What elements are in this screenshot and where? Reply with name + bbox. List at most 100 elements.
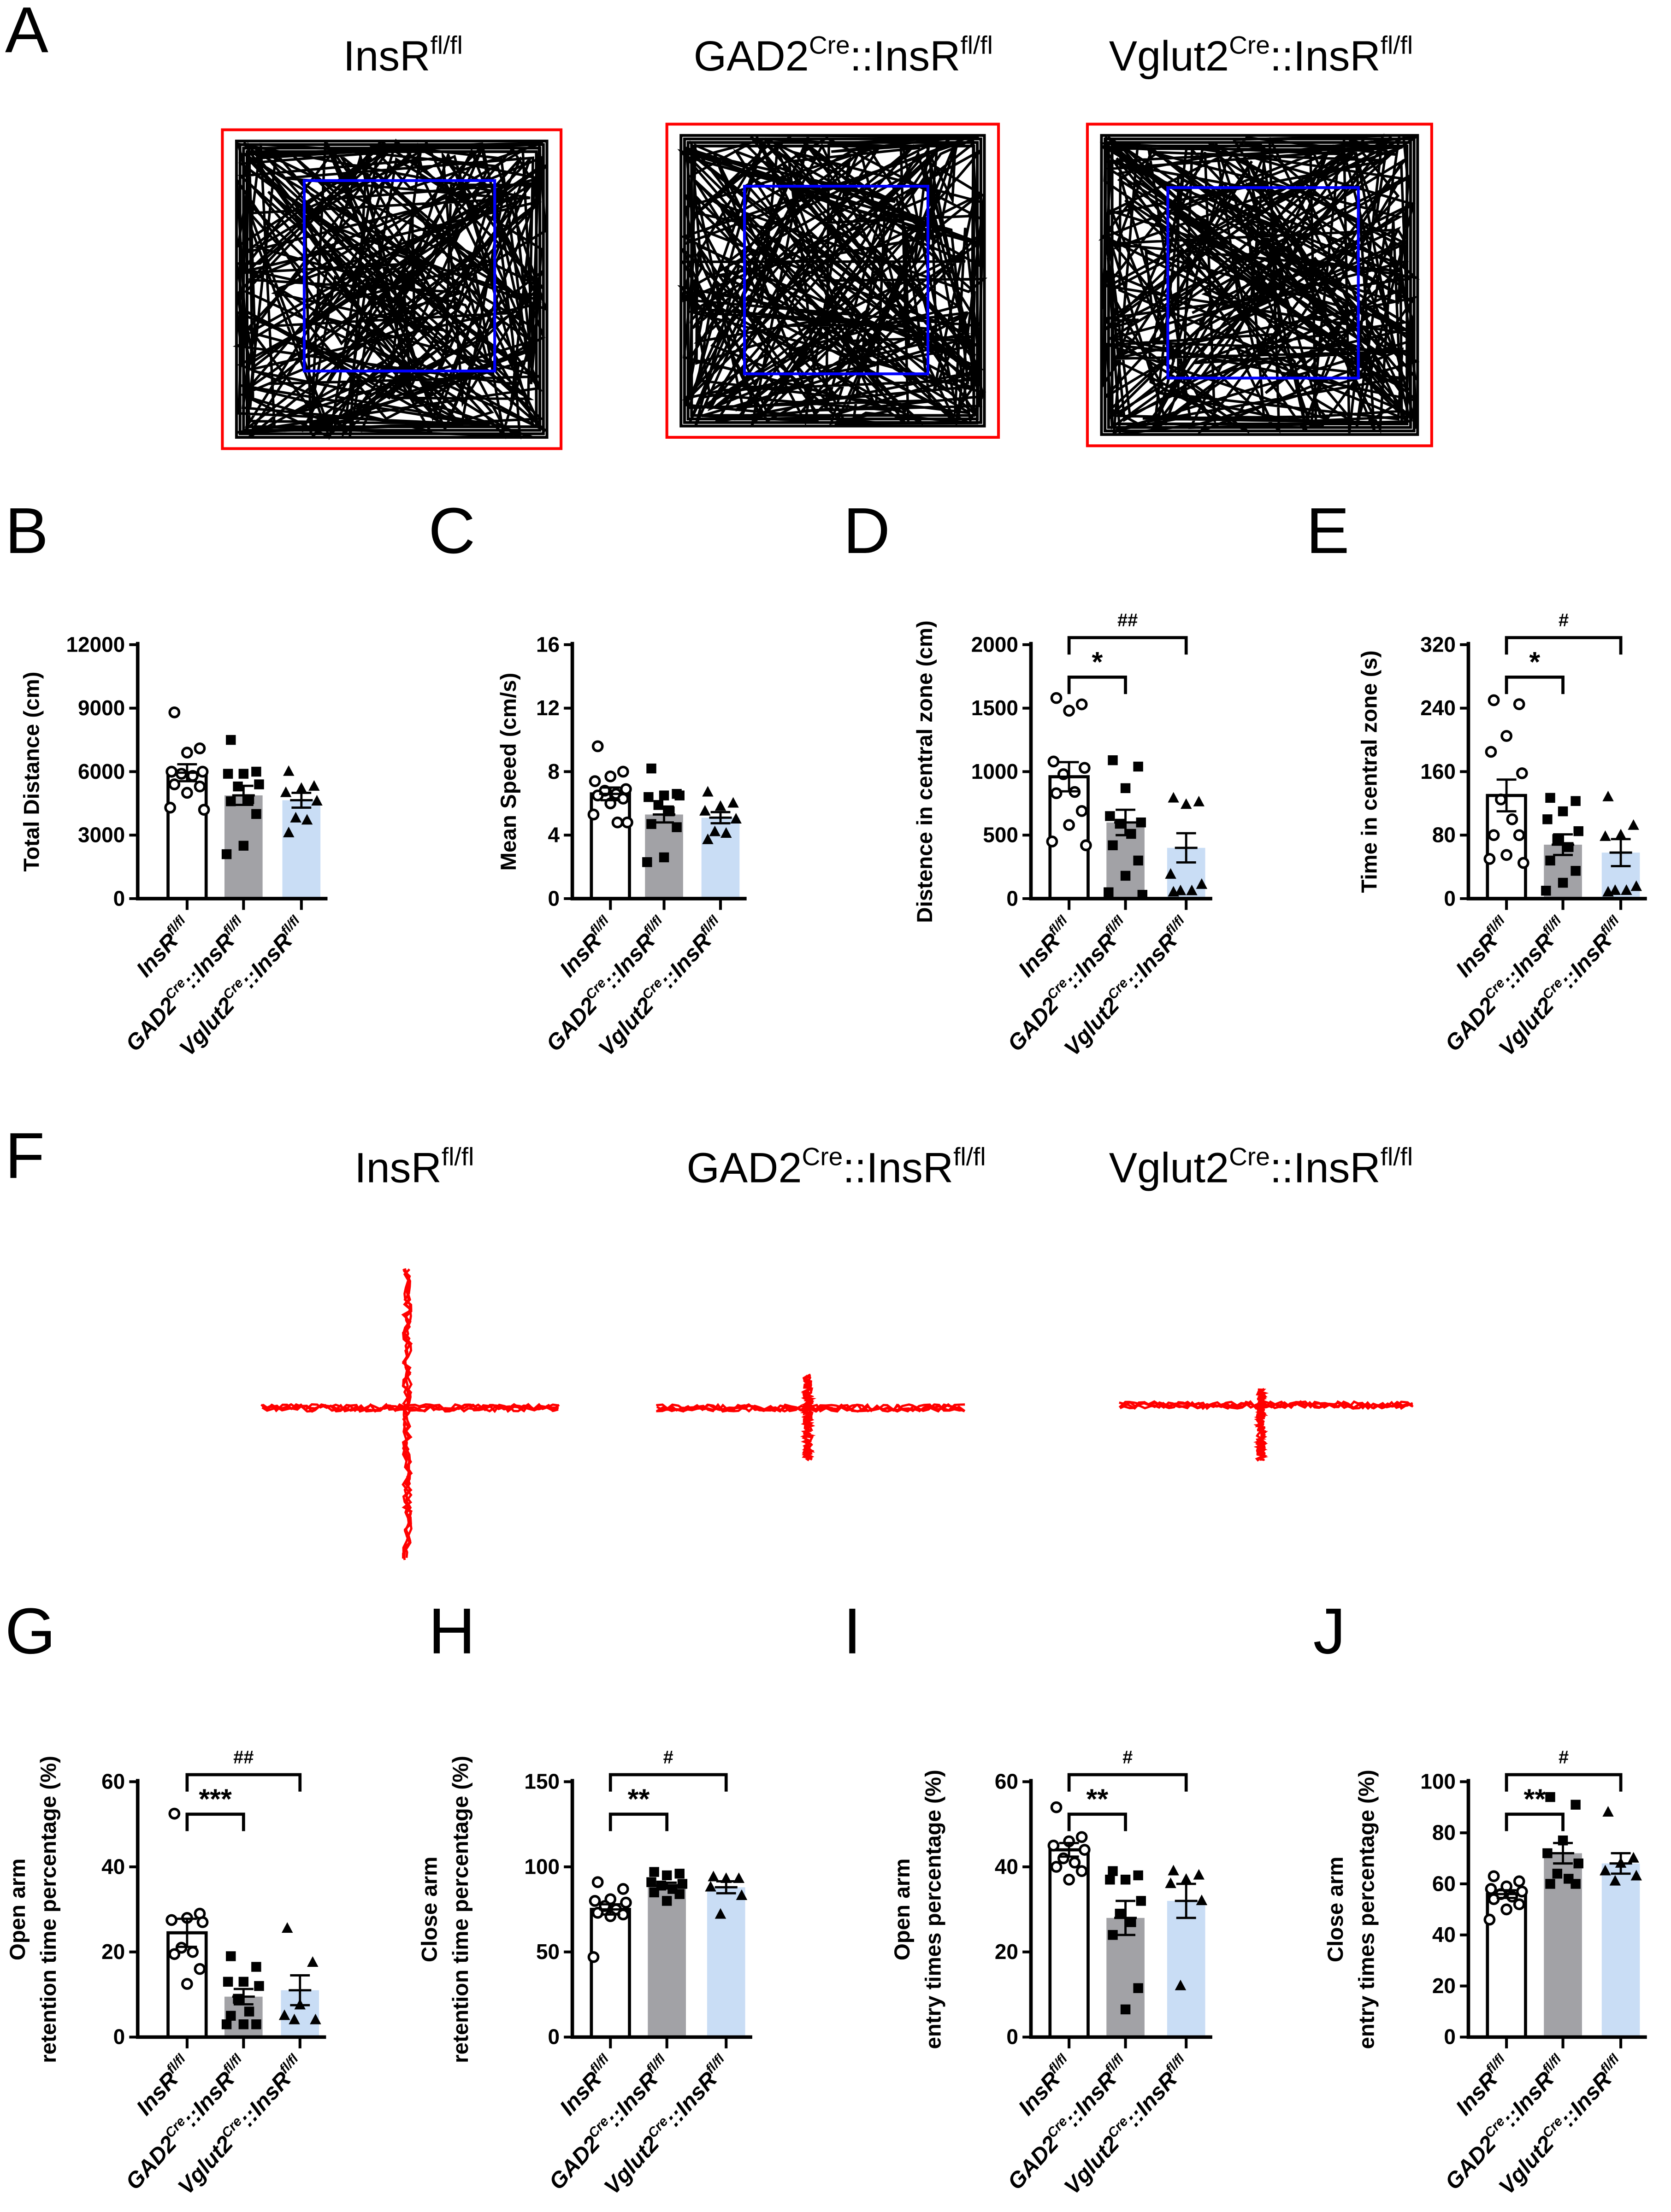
maze-title: Vglut2Cre::InsRfl/fl <box>1109 1142 1413 1192</box>
y-axis-label: retention time percentage (%) <box>449 1756 473 2063</box>
error-bar <box>709 811 732 824</box>
data-point <box>1571 866 1581 876</box>
data-point <box>659 790 669 800</box>
error-bar <box>599 786 622 801</box>
label-part: ::InsR <box>661 2067 722 2131</box>
data-point <box>699 805 711 816</box>
data-point <box>705 1881 716 1892</box>
bar <box>707 1887 745 2037</box>
significance-bracket <box>608 1812 669 1831</box>
error-bar <box>176 1918 199 1948</box>
data-point <box>1115 1908 1125 1919</box>
maze-title: GAD2Cre::InsRfl/fl <box>686 1142 986 1192</box>
y-axis-label: Close arm <box>1323 1857 1348 1962</box>
error-bar <box>1609 838 1632 867</box>
significance-bracket <box>1505 636 1623 655</box>
data-point <box>226 735 236 745</box>
data-point <box>1075 1865 1088 1877</box>
data-point <box>646 1877 656 1887</box>
data-point <box>1193 795 1205 806</box>
superscript: fl/fl <box>1381 30 1413 59</box>
superscript: fl/fl <box>430 30 462 59</box>
data-point <box>238 769 249 779</box>
data-point <box>1050 1861 1063 1873</box>
data-point <box>254 779 264 789</box>
data-point <box>1630 1870 1642 1881</box>
data-point <box>194 1963 206 1975</box>
label-part: ::InsR <box>1121 929 1182 993</box>
data-point <box>290 812 301 823</box>
data-point <box>604 770 617 782</box>
data-point <box>1196 878 1208 889</box>
data-point <box>591 740 604 753</box>
y-tick-label: 150 <box>524 1770 560 1794</box>
data-point <box>1513 829 1525 841</box>
data-point <box>730 813 742 824</box>
chart-panel-e: E080160240320InsRfl/flGAD2Cre::InsRfl/fl… <box>1306 494 1647 1061</box>
bar <box>701 818 740 899</box>
data-point <box>1047 1839 1060 1852</box>
y-tick-label: 160 <box>1420 759 1456 783</box>
error-bar <box>232 1988 255 2006</box>
data-point <box>238 841 249 851</box>
y-axis-label: Open arm <box>6 1859 30 1960</box>
data-point <box>165 765 178 778</box>
data-point <box>223 1977 233 1987</box>
data-point <box>702 833 714 844</box>
data-point <box>1063 1873 1075 1886</box>
label-part: GAD2 <box>1441 2131 1501 2194</box>
error-bar <box>289 1974 312 2006</box>
open-field-wall-track <box>690 144 975 417</box>
error-bar <box>1495 1889 1518 1899</box>
y-axis-label: entry times percentage (%) <box>1354 1770 1379 2049</box>
arena-border <box>221 128 563 450</box>
data-point <box>1126 1917 1136 1927</box>
open-field-wall-track <box>679 134 986 428</box>
panel-letter: H <box>428 1595 475 1667</box>
data-point <box>677 1879 688 1889</box>
data-point <box>1120 2004 1131 2015</box>
y-tick-label: 4 <box>548 823 560 847</box>
significance-label: ** <box>1524 1783 1546 1814</box>
open-field-wall-track <box>242 147 542 432</box>
data-point <box>281 1922 293 1933</box>
data-point <box>181 1978 193 1990</box>
significance-label: * <box>1092 646 1103 677</box>
label-part: Vglut2 <box>1109 1144 1229 1191</box>
data-point <box>1542 1848 1553 1859</box>
error-bar <box>232 784 255 806</box>
bar <box>590 792 631 900</box>
closed-arm-track <box>402 1268 413 1560</box>
panel-letter: I <box>843 1595 861 1667</box>
data-point <box>1615 829 1627 840</box>
data-point <box>589 1895 601 1907</box>
label-part: GAD2 <box>1003 993 1063 1056</box>
panel-letter: G <box>5 1595 56 1667</box>
data-point <box>226 1951 236 1961</box>
significance-bracket <box>1067 676 1127 694</box>
open-arm-track <box>1119 1400 1413 1410</box>
data-point <box>1120 871 1131 881</box>
significance-bracket <box>185 1773 302 1792</box>
data-point <box>1175 884 1187 895</box>
bar <box>1486 794 1527 900</box>
label-part: Vglut2 <box>599 2131 664 2199</box>
data-point <box>233 1994 243 2004</box>
y-tick-label: 3000 <box>78 823 125 847</box>
data-point <box>620 1896 632 1909</box>
data-point <box>1047 755 1060 768</box>
data-point <box>659 852 669 863</box>
data-point <box>1483 1913 1496 1926</box>
label-part: ::InsR <box>1270 1144 1381 1191</box>
y-tick-label: 50 <box>536 1940 560 1964</box>
data-point <box>1573 1858 1583 1869</box>
open-field-track <box>232 138 548 440</box>
data-point <box>1600 830 1611 841</box>
data-point <box>674 1869 685 1879</box>
data-point <box>1488 1870 1500 1883</box>
data-point <box>1133 761 1143 772</box>
y-tick-label: 80 <box>1432 1820 1456 1844</box>
center-zone <box>1166 186 1360 380</box>
data-point <box>1485 1883 1497 1895</box>
data-point <box>1057 1852 1069 1865</box>
